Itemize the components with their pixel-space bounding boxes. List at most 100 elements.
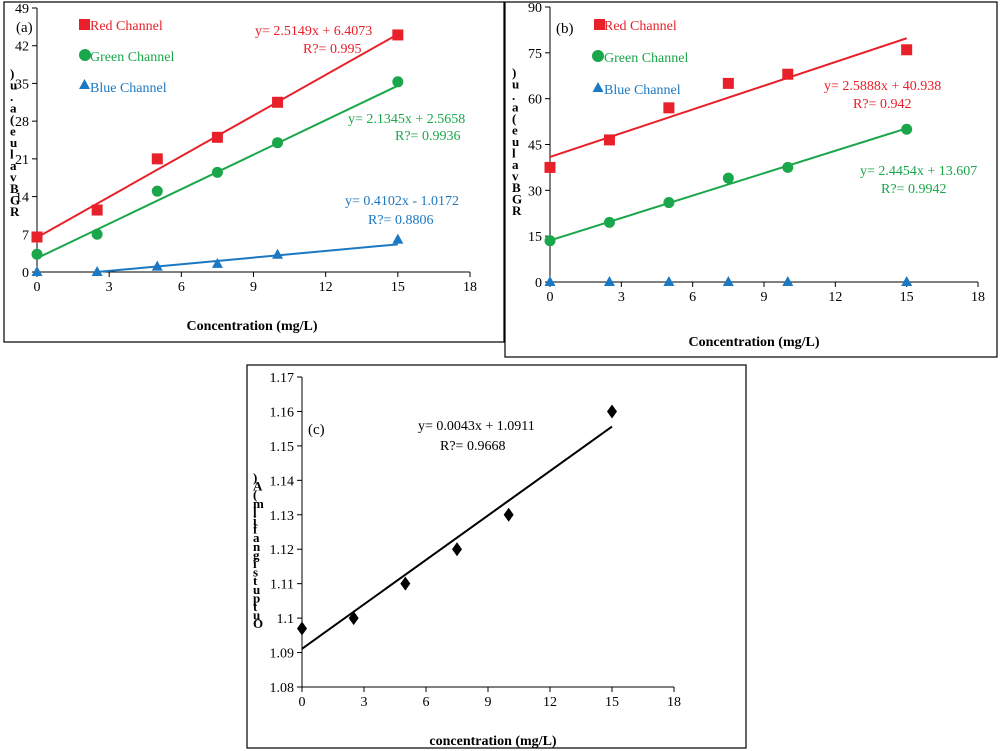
panel-b-green-channel-point bbox=[722, 172, 734, 184]
panel-a-red-channel-point bbox=[392, 29, 404, 41]
y-axis-label-char: ) bbox=[253, 470, 257, 485]
panel-b-red-channel-point bbox=[663, 102, 675, 114]
y-axis-label-char: u bbox=[512, 134, 519, 149]
legend-marker-red-a bbox=[79, 19, 90, 30]
y-axis-label-char: t bbox=[253, 573, 258, 588]
y-axis-label-char: R bbox=[512, 203, 522, 218]
panel-b-red-channel-point bbox=[544, 161, 556, 173]
panel-c-output-signal-point bbox=[607, 404, 617, 419]
panel-b-green-channel-point bbox=[901, 123, 913, 135]
panel-b-y-tick-label: 15 bbox=[528, 230, 542, 245]
panel-a-green-channel-point bbox=[272, 137, 284, 149]
panel-b-red-equation: y= 2.5888x + 40.938 bbox=[824, 79, 941, 94]
y-axis-label-char: . bbox=[512, 88, 515, 103]
panel-c-y-tick-label: 1.16 bbox=[270, 405, 295, 420]
panel-a-red-channel-point bbox=[211, 131, 223, 143]
panel-a-red-channel-point bbox=[272, 96, 284, 108]
panel-a-x-tick-label: 15 bbox=[391, 280, 405, 295]
panel-a-red-channel-point bbox=[151, 153, 163, 165]
panel-c-x-tick-label: 15 bbox=[605, 695, 619, 710]
panel-a-x-axis-label: Concentration (mg/L) bbox=[186, 319, 317, 334]
panel-a-blue-r2: R?= 0.8806 bbox=[368, 213, 433, 228]
panel-b-green-channel-point bbox=[603, 216, 615, 228]
panel-c-output-signal-point bbox=[503, 507, 514, 522]
panel-c-y-tick-label: 1.14 bbox=[270, 474, 295, 489]
legend-marker-green-b bbox=[592, 50, 604, 62]
y-axis-label-char: p bbox=[253, 590, 260, 605]
y-axis-label-char: t bbox=[253, 599, 258, 614]
panel-a-green-equation: y= 2.1345x + 2.5658 bbox=[348, 112, 465, 127]
panel-a-x-tick-label: 6 bbox=[178, 280, 185, 295]
panel-c-y-tick-label: 1.13 bbox=[270, 509, 295, 524]
y-axis-label-char: e bbox=[512, 123, 518, 138]
panel-a-blue-channel-point bbox=[151, 260, 163, 271]
panel-b-green-r2: R?= 0.9942 bbox=[881, 182, 946, 197]
y-axis-label-char: a bbox=[10, 101, 17, 116]
y-axis-label-char: ) bbox=[512, 65, 516, 80]
y-axis-label-char: B bbox=[512, 180, 521, 195]
y-axis-label-char: . bbox=[10, 89, 13, 104]
panel-b-green-channel-point bbox=[663, 197, 675, 209]
panel-c-y-tick-label: 1.08 bbox=[270, 681, 295, 696]
panel-b-y-tick-label: 60 bbox=[528, 93, 542, 108]
panel-b-plot-area: 0 3 6 9 12 15 18 0 15 30 45 60 75 90 bbox=[528, 1, 985, 305]
legend-marker-red-b bbox=[594, 19, 605, 30]
panel-b-green-channel-trend-line bbox=[549, 127, 907, 242]
panel-a-y-tick-label: 35 bbox=[15, 77, 29, 92]
y-axis-label-char: v bbox=[512, 169, 519, 184]
panel-a-label: (a) bbox=[16, 20, 33, 36]
panel-b-blue-channel-point bbox=[722, 276, 734, 286]
panel-b-red-channel-point bbox=[722, 77, 734, 89]
panel-a-red-equation: y= 2.5149x + 6.4073 bbox=[255, 24, 372, 39]
y-axis-label-char: i bbox=[253, 556, 257, 571]
y-axis-label-char: ( bbox=[512, 111, 516, 126]
legend-label-red-a: Red Channel bbox=[90, 19, 163, 34]
y-axis-label-char: g bbox=[253, 547, 260, 562]
panel-a-x-tick-label: 3 bbox=[106, 280, 113, 295]
panel-c-y-tick-label: 1.11 bbox=[270, 578, 294, 593]
panel-a-y-tick-label: 7 bbox=[22, 228, 29, 243]
panel-a-blue-channel-trend-line bbox=[96, 243, 398, 273]
panel-c-plot-area: 0 3 6 9 12 15 18 1.08 1.09 1.1 1.11 1.12 1.13 1.14 1.1… bbox=[270, 371, 682, 710]
panel-a-red-r2: R?= 0.995 bbox=[303, 42, 361, 57]
panel-b-y-tick-label: 45 bbox=[528, 139, 542, 154]
panel-b-x-tick-label: 9 bbox=[761, 290, 768, 305]
legend-label-red-b: Red Channel bbox=[604, 19, 677, 34]
panel-a-green-channel-point bbox=[392, 76, 404, 88]
panel-b-x-axis-label: Concentration (mg/L) bbox=[688, 335, 819, 350]
panel-b-y-tick-label: 30 bbox=[528, 184, 542, 199]
y-axis-label-char: s bbox=[253, 565, 258, 580]
panel-b-label: (b) bbox=[556, 21, 574, 37]
y-axis-label-char: a bbox=[253, 530, 260, 545]
panel-b-blue-channel-point bbox=[603, 276, 615, 286]
panel-b-green-channel-point bbox=[782, 161, 794, 173]
y-axis-label-char: i bbox=[253, 513, 257, 528]
panel-a-red-channel-point bbox=[31, 231, 43, 243]
panel-a-blue-channel-point bbox=[91, 266, 103, 276]
panel-b-blue-channel-point bbox=[901, 276, 913, 286]
panel-b-red-channel-point bbox=[603, 134, 615, 146]
panel-b-x-tick-label: 18 bbox=[971, 290, 985, 305]
panel-b-x-tick-label: 3 bbox=[618, 290, 625, 305]
panel-c-output-signal-point bbox=[452, 542, 462, 557]
panel-c-x-tick-label: 9 bbox=[485, 695, 492, 710]
panel-c-output-signal-trend-line bbox=[301, 425, 613, 650]
panel-a-x-tick-label: 9 bbox=[250, 280, 257, 295]
legend-marker-blue-a bbox=[79, 79, 90, 89]
y-axis-label-char: u bbox=[10, 78, 17, 93]
panel-a-legend: Red Channel Green Channel Blue Channel bbox=[79, 19, 174, 96]
y-axis-label-char: a bbox=[512, 157, 519, 172]
panel-b-y-tick-label: 90 bbox=[528, 1, 542, 16]
panel-a-plot-area: 0 3 6 9 12 15 18 0 7 14 21 28 35 42 49 bbox=[15, 2, 477, 295]
panel-b-blue-channel-point bbox=[663, 276, 675, 286]
panel-b-legend: Red Channel Green Channel Blue Channel bbox=[592, 19, 688, 98]
panel-c-frame bbox=[246, 364, 747, 749]
panel-c-x-tick-label: 0 bbox=[299, 695, 306, 710]
legend-label-green-b: Green Channel bbox=[604, 51, 688, 66]
legend-marker-green-a bbox=[79, 49, 91, 61]
y-axis-label-char: u bbox=[512, 77, 519, 92]
legend-label-blue-a: Blue Channel bbox=[90, 81, 167, 96]
